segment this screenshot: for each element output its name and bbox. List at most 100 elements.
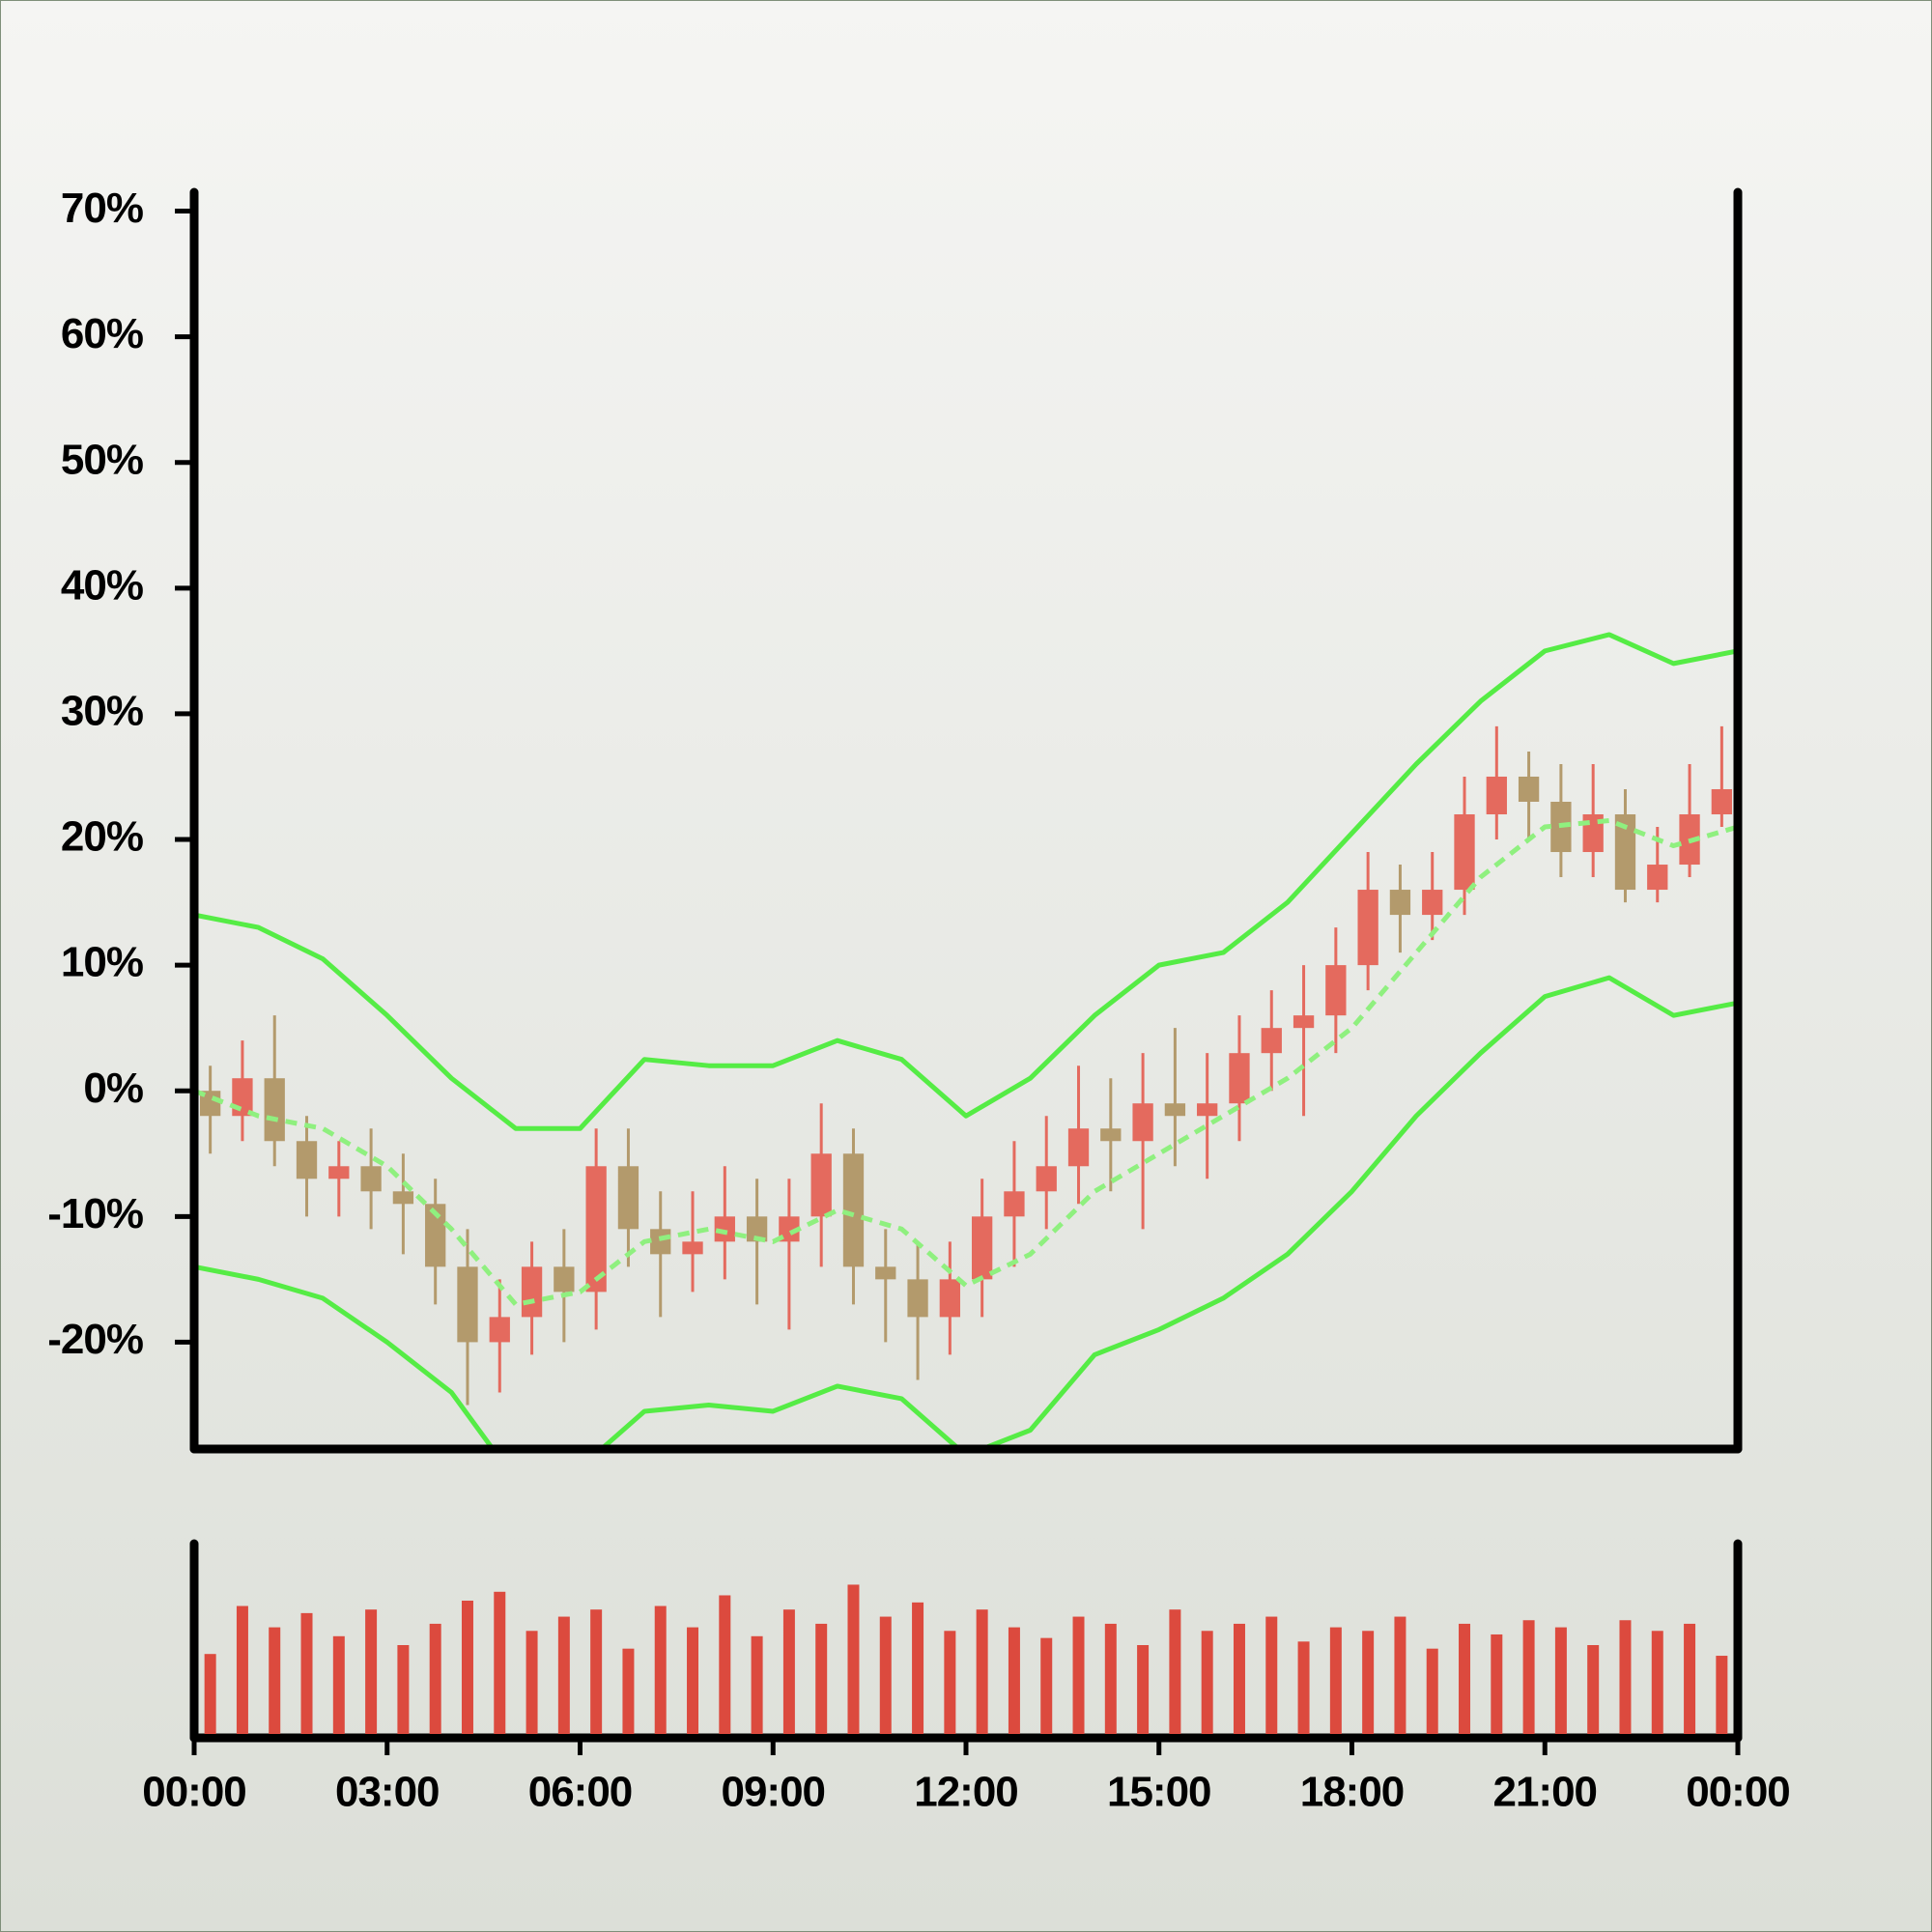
y-tick-label: 10% bbox=[61, 939, 143, 986]
volume-bar bbox=[365, 1609, 378, 1734]
y-tick-label: -10% bbox=[47, 1190, 143, 1237]
candle-body bbox=[682, 1241, 703, 1255]
candle-body bbox=[939, 1279, 961, 1318]
candle-body bbox=[842, 1153, 865, 1267]
candle-body bbox=[1614, 813, 1636, 891]
candle-body bbox=[714, 1216, 735, 1242]
candle-body bbox=[1067, 1128, 1090, 1167]
candle-body bbox=[1229, 1053, 1250, 1104]
volume-bar bbox=[976, 1609, 988, 1734]
volume-bar bbox=[557, 1616, 570, 1734]
y-tick-label: 0% bbox=[83, 1065, 143, 1112]
volume-bar bbox=[751, 1635, 763, 1734]
candle-body bbox=[554, 1266, 575, 1293]
volume-bar bbox=[204, 1654, 216, 1734]
candle-body bbox=[617, 1166, 639, 1230]
volume-bar bbox=[1040, 1637, 1053, 1734]
candle-body bbox=[1197, 1103, 1218, 1117]
volume-bar bbox=[1651, 1631, 1663, 1734]
candle-body bbox=[779, 1216, 800, 1242]
x-tick-label: 00:00 bbox=[1686, 1769, 1790, 1816]
volume-bar bbox=[1137, 1645, 1150, 1734]
candle-body bbox=[392, 1191, 414, 1205]
band-line bbox=[194, 818, 1738, 1307]
x-tick-label: 21:00 bbox=[1492, 1769, 1597, 1816]
candle-body bbox=[264, 1078, 285, 1142]
volume-bar bbox=[912, 1602, 924, 1734]
y-tick-label: 30% bbox=[61, 688, 143, 735]
volume-bar bbox=[1684, 1623, 1696, 1734]
volume-bar bbox=[1619, 1620, 1632, 1734]
y-tick-label: 70% bbox=[61, 185, 143, 232]
candle-body bbox=[489, 1317, 510, 1343]
volume-bar bbox=[1522, 1620, 1535, 1734]
candle-body bbox=[425, 1204, 446, 1267]
plot-area bbox=[194, 632, 1738, 1449]
volume-bar bbox=[236, 1605, 248, 1734]
volume-bar bbox=[461, 1601, 473, 1734]
volume-bar bbox=[494, 1591, 506, 1734]
candle-body bbox=[907, 1279, 928, 1318]
volume-bar bbox=[1491, 1634, 1503, 1734]
candle-body bbox=[1164, 1103, 1186, 1117]
candle-body bbox=[1518, 776, 1540, 802]
x-tick-label: 15:00 bbox=[1107, 1769, 1211, 1816]
candle-body bbox=[1647, 865, 1668, 891]
x-tick-label: 00:00 bbox=[142, 1769, 246, 1816]
volume-bar bbox=[1265, 1616, 1278, 1734]
candle-body bbox=[457, 1266, 478, 1343]
y-tick-label: -20% bbox=[47, 1316, 143, 1363]
candle-body bbox=[328, 1166, 350, 1179]
volume-bar bbox=[1362, 1631, 1375, 1734]
candle-body bbox=[1293, 1015, 1315, 1029]
band-line bbox=[194, 632, 1738, 1131]
volume-bar bbox=[1329, 1627, 1342, 1734]
volume-bar bbox=[1008, 1627, 1020, 1734]
volume-bar bbox=[1587, 1645, 1600, 1734]
volume-bar bbox=[1072, 1616, 1085, 1734]
y-tick-label: 20% bbox=[61, 813, 143, 861]
candle-body bbox=[1132, 1103, 1153, 1142]
candle-body bbox=[1389, 890, 1411, 916]
candle-body bbox=[810, 1153, 832, 1217]
candle-body bbox=[971, 1216, 993, 1280]
volume-bar bbox=[879, 1616, 892, 1734]
volume-bar bbox=[1716, 1656, 1728, 1734]
volume-bar bbox=[1201, 1631, 1213, 1734]
candle-body bbox=[1325, 965, 1347, 1016]
band-line bbox=[194, 975, 1738, 1449]
candle-body bbox=[1100, 1128, 1122, 1142]
volume-bar bbox=[815, 1623, 828, 1734]
volume-bar bbox=[397, 1645, 410, 1734]
candle-body bbox=[1036, 1166, 1057, 1192]
volume-bar bbox=[654, 1605, 667, 1734]
volume-bar bbox=[1297, 1641, 1310, 1734]
volume-bar bbox=[1426, 1648, 1438, 1734]
y-tick-label: 50% bbox=[61, 436, 143, 483]
volume-bar bbox=[944, 1631, 956, 1734]
x-tick-label: 03:00 bbox=[335, 1769, 440, 1816]
x-tick-label: 12:00 bbox=[914, 1769, 1018, 1816]
volume-bar bbox=[1169, 1609, 1181, 1734]
candle-body bbox=[521, 1266, 543, 1318]
volume-bar bbox=[622, 1648, 635, 1734]
volume-bar bbox=[1233, 1623, 1245, 1734]
candle-body bbox=[296, 1141, 318, 1179]
volume-bar bbox=[1459, 1623, 1471, 1734]
volume-bar bbox=[332, 1635, 345, 1734]
candle-body bbox=[585, 1166, 607, 1293]
candle-body bbox=[1486, 776, 1507, 814]
volume-bar bbox=[1394, 1616, 1406, 1734]
candle-body bbox=[1357, 890, 1378, 966]
candle-body bbox=[1711, 788, 1733, 814]
volume-bar bbox=[1554, 1627, 1567, 1734]
candle-body bbox=[875, 1266, 896, 1280]
candle-body bbox=[1004, 1191, 1025, 1217]
candle-body bbox=[1261, 1028, 1282, 1054]
volume-bar bbox=[782, 1609, 795, 1734]
candle-body bbox=[650, 1229, 671, 1255]
volume-bar bbox=[300, 1612, 313, 1734]
volume-bar bbox=[269, 1627, 281, 1734]
volume-bar bbox=[429, 1623, 441, 1734]
